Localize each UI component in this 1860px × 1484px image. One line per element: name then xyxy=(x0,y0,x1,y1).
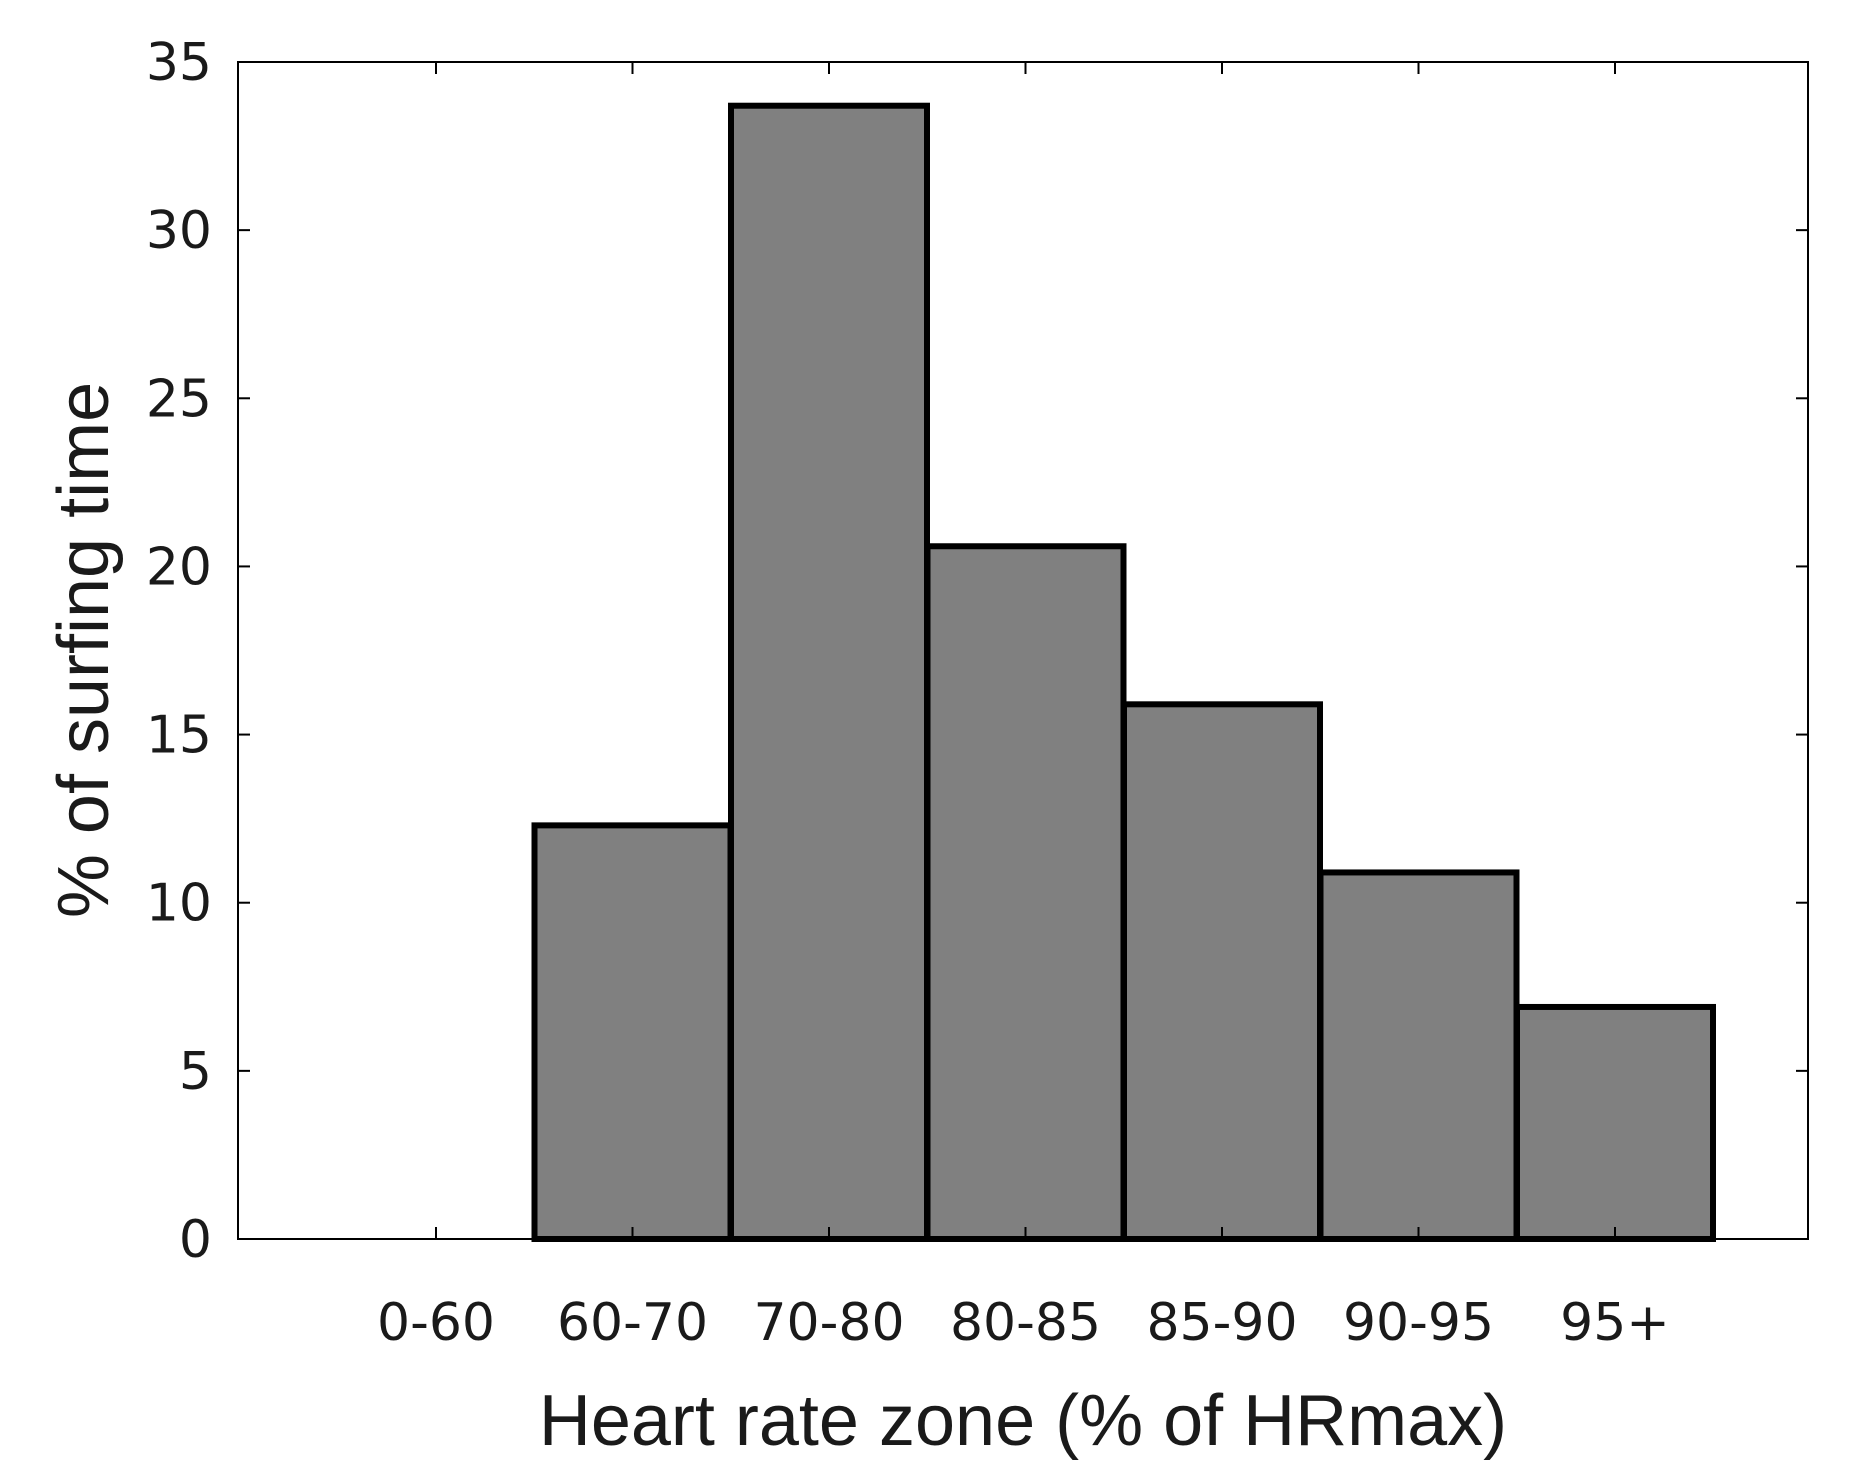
x-ticks-group: 0-60 60-70 70-80 80-85 85-90 90-95 95+ xyxy=(377,62,1670,1353)
y-tick-label: 0 xyxy=(179,1210,212,1270)
y-tick-label: 5 xyxy=(179,1042,212,1102)
bar-90-95 xyxy=(1317,869,1520,1242)
y-tick-label: 35 xyxy=(146,33,212,93)
bar-70-80 xyxy=(728,102,930,1242)
x-tick-label: 85-90 xyxy=(1146,1293,1297,1353)
y-ticks-group: 0 5 10 15 20 25 30 35 xyxy=(146,33,1808,1270)
bar-60-70 xyxy=(531,822,734,1243)
bar-85-90 xyxy=(1121,701,1323,1242)
bar-95+ xyxy=(1514,1003,1716,1242)
x-axis-title: Heart rate zone (% of HRmax) xyxy=(539,1381,1507,1461)
x-tick-label: 70-80 xyxy=(753,1293,904,1353)
y-axis-title: % of surfing time xyxy=(44,382,124,918)
x-tick-label: 80-85 xyxy=(950,1293,1101,1353)
y-tick-label: 30 xyxy=(146,201,212,261)
y-tick-label: 15 xyxy=(146,706,212,766)
x-tick-label: 90-95 xyxy=(1343,1293,1494,1353)
x-tick-label: 0-60 xyxy=(377,1293,495,1353)
x-tick-label: 95+ xyxy=(1560,1293,1670,1353)
y-tick-label: 25 xyxy=(146,369,212,429)
x-tick-label: 60-70 xyxy=(557,1293,708,1353)
bar-80-85 xyxy=(924,543,1127,1242)
bars-group xyxy=(531,102,1716,1243)
y-tick-label: 10 xyxy=(146,874,212,934)
y-tick-label: 20 xyxy=(146,537,212,597)
